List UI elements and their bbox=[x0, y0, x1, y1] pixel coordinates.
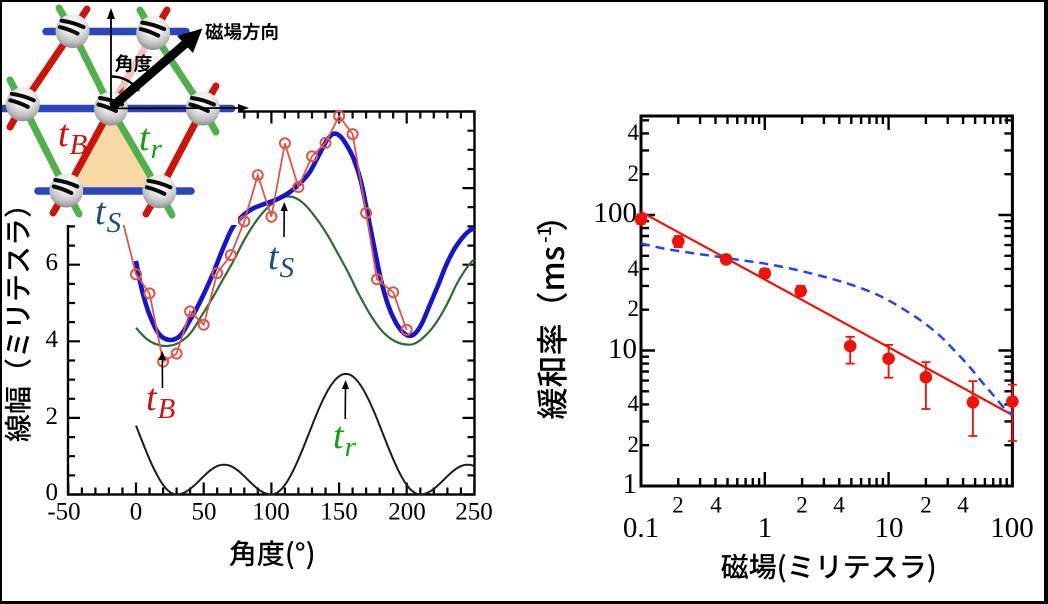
svg-text:50: 50 bbox=[192, 499, 217, 526]
svg-text:0: 0 bbox=[130, 499, 143, 526]
svg-text:4: 4 bbox=[710, 493, 722, 518]
svg-text:0: 0 bbox=[46, 479, 59, 506]
svg-text:2: 2 bbox=[672, 493, 684, 518]
svg-text:2: 2 bbox=[46, 403, 59, 430]
svg-text:2: 2 bbox=[628, 296, 640, 321]
svg-text:2: 2 bbox=[628, 432, 640, 457]
svg-text:4: 4 bbox=[628, 391, 640, 416]
svg-text:10: 10 bbox=[608, 333, 637, 365]
svg-text:2: 2 bbox=[796, 493, 808, 518]
svg-text:200: 200 bbox=[388, 499, 426, 526]
svg-text:0.1: 0.1 bbox=[623, 512, 659, 544]
svg-text:100: 100 bbox=[252, 499, 290, 526]
svg-text:1: 1 bbox=[623, 468, 638, 500]
svg-text:10: 10 bbox=[875, 512, 904, 544]
svg-text:100: 100 bbox=[990, 512, 1034, 544]
svg-text:-50: -50 bbox=[47, 499, 80, 526]
svg-text:4: 4 bbox=[46, 326, 59, 353]
svg-text:4: 4 bbox=[833, 493, 845, 518]
svg-text:100: 100 bbox=[594, 197, 638, 229]
svg-text:4: 4 bbox=[957, 493, 969, 518]
svg-text:250: 250 bbox=[455, 499, 493, 526]
svg-text:2: 2 bbox=[628, 161, 640, 186]
svg-text:6: 6 bbox=[46, 249, 59, 276]
svg-text:2: 2 bbox=[920, 493, 932, 518]
svg-text:4: 4 bbox=[628, 120, 640, 145]
svg-text:150: 150 bbox=[320, 499, 358, 526]
svg-text:4: 4 bbox=[628, 256, 640, 281]
svg-text:1: 1 bbox=[758, 512, 773, 544]
